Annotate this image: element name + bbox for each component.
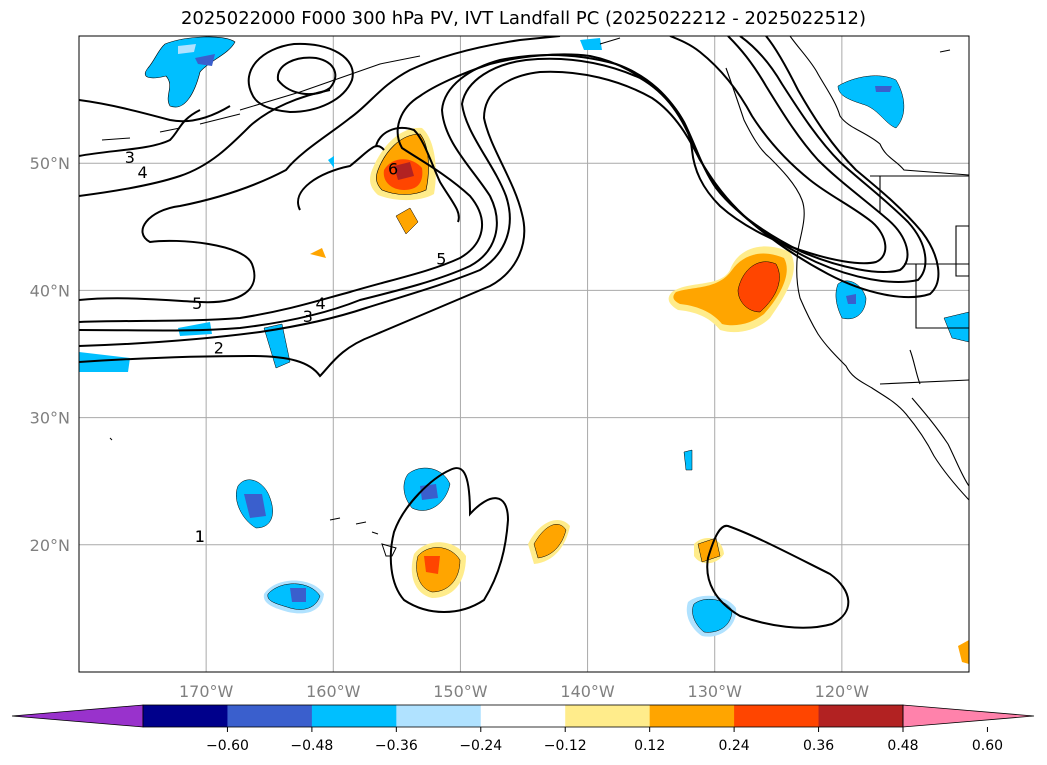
- pv-contour-label: 3: [303, 307, 313, 326]
- colorbar-tick-label: −0.48: [290, 738, 333, 754]
- longitude-tick-label: 140°W: [560, 682, 615, 701]
- colorbar-tick-label: 0.36: [803, 738, 834, 754]
- colorbar-segment: [143, 705, 228, 727]
- pv-contour-label: 5: [192, 294, 202, 313]
- negative-ivt-region: [875, 86, 892, 92]
- colorbar-segment: [818, 705, 904, 727]
- longitude-tick-label: 150°W: [433, 682, 488, 701]
- negative-ivt-region: [683, 449, 693, 471]
- colorbar-segment: [565, 705, 651, 727]
- coastlines: [725, 36, 969, 501]
- latitude-tick-label: 30°N: [30, 409, 70, 428]
- colorbar-tick-label: −0.12: [544, 738, 587, 754]
- negative-ivt-region: [79, 352, 130, 372]
- pv-contour-label: 6: [388, 159, 398, 178]
- colorbar-tick-label: 0.24: [719, 738, 750, 754]
- negative-ivt-region: [195, 54, 215, 66]
- pv-contour-label: 5: [436, 250, 446, 269]
- pv-contour-label: 4: [137, 163, 147, 182]
- positive-ivt-region: [533, 524, 567, 559]
- colorbar-segment: [227, 705, 313, 727]
- negative-ivt-region: [290, 588, 306, 602]
- colorbar-tick-label: 0.60: [972, 738, 1003, 754]
- map-frame: [78, 35, 970, 673]
- negative-ivt-region: [837, 75, 905, 129]
- colorbar-segment: [396, 705, 482, 727]
- negative-ivt-region: [328, 156, 334, 168]
- longitude-tick-label: 120°W: [815, 682, 870, 701]
- pv-contours: [79, 36, 940, 629]
- pv-contour-label: 1: [195, 527, 205, 546]
- longitude-tick-label: 130°W: [688, 682, 743, 701]
- pv-contour-label: 1: [195, 527, 205, 546]
- gridlines: [79, 36, 969, 672]
- longitude-tick-label: 170°W: [179, 682, 234, 701]
- negative-ivt-region: [263, 323, 291, 369]
- colorbar-segment: [311, 705, 397, 727]
- positive-ivt-region: [310, 248, 326, 258]
- islands: [101, 37, 951, 557]
- negative-ivt-region: [420, 484, 438, 500]
- negative-ivt-region: [943, 311, 969, 343]
- pv-contour-label: 3: [125, 148, 135, 167]
- positive-ivt-region: [424, 556, 440, 574]
- positive-ivt-region: [394, 162, 414, 180]
- latitude-tick-labels: 20°N 30°N 40°N 50°N: [30, 154, 70, 555]
- colorbar-outline: [142, 704, 904, 728]
- negative-ivt-region: [692, 598, 733, 633]
- colorbar-max-extension: [902, 704, 1035, 728]
- longitude-tick-label: 160°W: [306, 682, 361, 701]
- colorbar-tick-label: 0.48: [887, 738, 918, 754]
- positive-ivt-region: [697, 537, 721, 563]
- positive-ivt-region: [395, 207, 419, 235]
- map-title: 2025022000 F000 300 hPa PV, IVT Landfall…: [180, 8, 867, 29]
- colorbar: −0.60 −0.48 −0.36 −0.24 −0.12 0.12 0.24 0.36 0.4…: [11, 704, 1035, 754]
- latitude-tick-label: 40°N: [30, 281, 70, 300]
- negative-ivt-region: [178, 44, 196, 54]
- latitude-tick-label: 20°N: [30, 536, 70, 555]
- negative-ivt-region: [846, 294, 856, 304]
- pv-contour-label: 4: [315, 294, 325, 313]
- colorbar-segment: [734, 705, 820, 727]
- negative-ivt-region: [580, 38, 602, 50]
- negative-ivt-region: [244, 494, 266, 518]
- pv-contour-label: 2: [214, 339, 224, 358]
- latitude-tick-label: 50°N: [30, 154, 70, 173]
- colorbar-segment: [649, 705, 735, 727]
- colorbar-tick-label: 0.12: [634, 738, 665, 754]
- negative-ivt-region: [144, 36, 236, 108]
- colorbar-tick-label: −0.24: [459, 738, 502, 754]
- positive-ivt-region: [958, 640, 969, 664]
- colorbar-tick-label: −0.60: [206, 738, 249, 754]
- ivt-shading: [79, 36, 969, 664]
- longitude-tick-labels: 170°W 160°W 150°W 140°W 130°W 120°W: [179, 682, 869, 701]
- colorbar-tick-label: −0.36: [375, 738, 418, 754]
- positive-ivt-region: [737, 261, 780, 313]
- colorbar-segment: [480, 705, 566, 727]
- colorbar-min-extension: [11, 704, 144, 728]
